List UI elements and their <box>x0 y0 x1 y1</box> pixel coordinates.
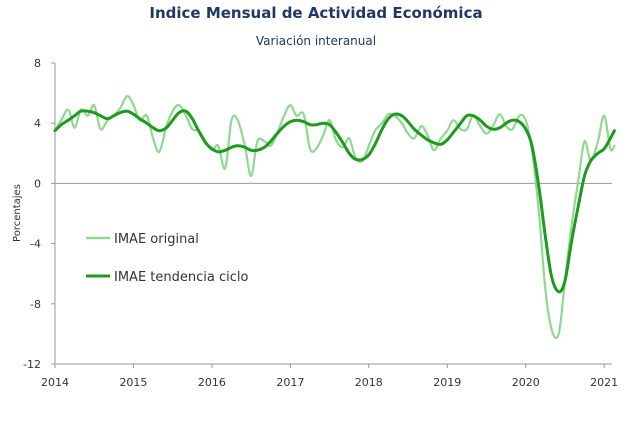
series-layer <box>53 95 616 340</box>
x-tick-label: 2018 <box>355 376 383 389</box>
series-line-original <box>53 95 616 340</box>
x-tick-label: 2019 <box>433 376 461 389</box>
x-ticks: 2014 2015 2016 2017 2018 2019 2020 2021 <box>41 364 618 389</box>
y-axis-label: Porcentajes <box>12 184 23 242</box>
y-tick-label: 4 <box>34 117 41 130</box>
x-tick-label: 2016 <box>198 376 226 389</box>
series-line-trend <box>53 109 616 294</box>
legend: IMAE original IMAE tendencia ciclo <box>68 212 266 296</box>
legend-label-trend: IMAE tendencia ciclo <box>114 270 248 285</box>
chart-subtitle: Variación interanual <box>256 34 376 48</box>
chart-title: Indice Mensual de Actividad Económica <box>149 4 482 22</box>
x-tick-label: 2015 <box>119 376 147 389</box>
y-ticks: 8 4 0 -4 -8 -12 <box>23 57 55 371</box>
y-tick-label: 8 <box>34 57 41 70</box>
y-tick-label: 0 <box>34 177 41 190</box>
y-tick-label: -8 <box>30 298 41 311</box>
legend-box <box>68 212 266 296</box>
y-tick-label: -4 <box>30 238 41 251</box>
x-tick-label: 2014 <box>41 376 69 389</box>
x-tick-label: 2020 <box>512 376 540 389</box>
legend-label-original: IMAE original <box>114 232 199 247</box>
x-tick-label: 2021 <box>590 376 618 389</box>
x-tick-label: 2017 <box>276 376 304 389</box>
y-tick-label: -12 <box>23 358 41 371</box>
